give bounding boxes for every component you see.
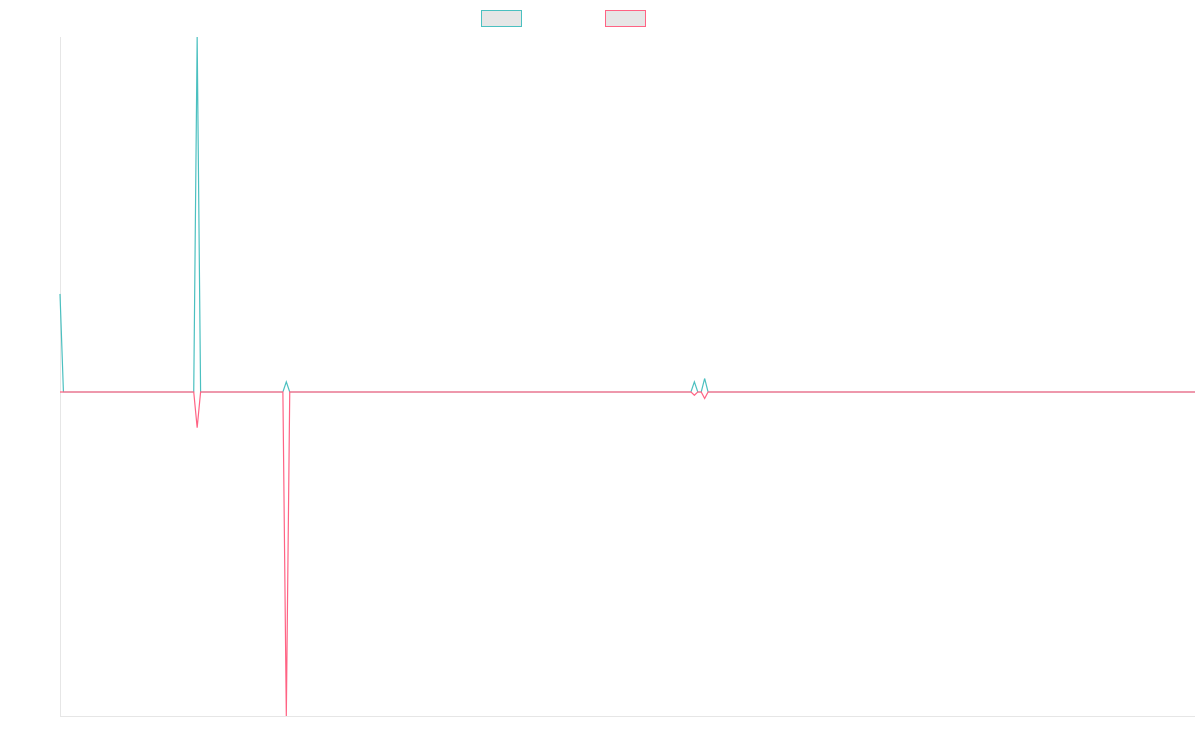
legend-swatch-2[interactable] (605, 10, 646, 27)
legend[interactable] (481, 10, 646, 27)
legend-swatch-1[interactable] (481, 10, 522, 27)
axes (60, 37, 1195, 717)
series-line-2 (60, 391, 1195, 717)
series-layer (59, 36, 1195, 717)
series-line-1 (59, 36, 1195, 393)
